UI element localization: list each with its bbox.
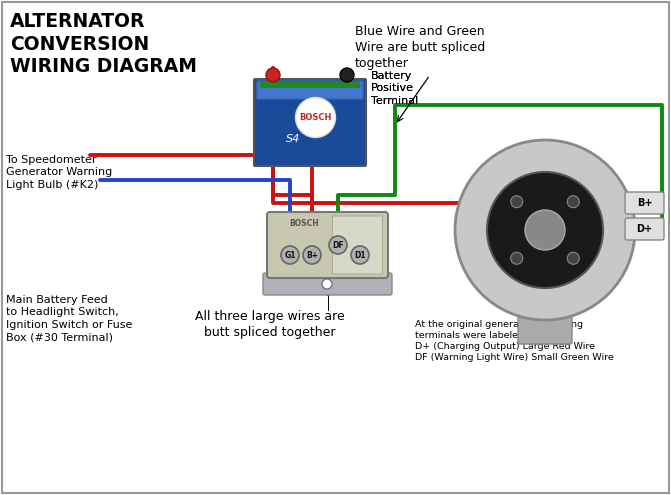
Circle shape — [281, 246, 299, 264]
Circle shape — [455, 140, 635, 320]
Text: S4: S4 — [287, 135, 301, 145]
Text: Battery
Positive
Terminal: Battery Positive Terminal — [371, 71, 418, 106]
Circle shape — [511, 196, 523, 208]
Text: B+: B+ — [637, 198, 652, 208]
Bar — [260, 81, 360, 88]
Text: All three large wires are
butt spliced together: All three large wires are butt spliced t… — [195, 310, 345, 339]
Text: At the original generator the wiring
terminals were labeled:
D+ (Charging Output: At the original generator the wiring ter… — [415, 320, 614, 362]
Circle shape — [567, 252, 579, 264]
Circle shape — [567, 196, 579, 208]
Circle shape — [329, 236, 347, 254]
Text: B+: B+ — [306, 250, 318, 259]
FancyBboxPatch shape — [625, 192, 664, 214]
Text: Main Battery Feed
to Headlight Switch,
Ignition Switch or Fuse
Box (#30 Terminal: Main Battery Feed to Headlight Switch, I… — [6, 295, 132, 342]
Text: D1: D1 — [354, 250, 366, 259]
FancyBboxPatch shape — [254, 79, 366, 166]
Circle shape — [525, 210, 565, 250]
Text: BOSCH: BOSCH — [290, 218, 319, 228]
Circle shape — [266, 68, 280, 82]
Circle shape — [295, 98, 336, 138]
Circle shape — [303, 246, 321, 264]
Text: G1: G1 — [285, 250, 296, 259]
FancyBboxPatch shape — [518, 316, 572, 344]
Text: Battery
Positive
Terminal: Battery Positive Terminal — [371, 71, 418, 106]
FancyBboxPatch shape — [263, 273, 392, 295]
Text: BOSCH: BOSCH — [299, 113, 331, 122]
FancyBboxPatch shape — [257, 81, 363, 99]
FancyBboxPatch shape — [332, 216, 382, 274]
Circle shape — [511, 252, 523, 264]
Circle shape — [322, 279, 332, 289]
Text: ALTERNATOR
CONVERSION
WIRING DIAGRAM: ALTERNATOR CONVERSION WIRING DIAGRAM — [10, 12, 197, 77]
FancyBboxPatch shape — [625, 218, 664, 240]
Circle shape — [351, 246, 369, 264]
Circle shape — [340, 68, 354, 82]
Circle shape — [487, 172, 603, 288]
FancyBboxPatch shape — [267, 212, 388, 278]
Text: To Speedometer
Generator Warning
Light Bulb (#K2): To Speedometer Generator Warning Light B… — [6, 155, 112, 190]
Text: DF: DF — [332, 241, 344, 249]
Text: Blue Wire and Green
Wire are butt spliced
together: Blue Wire and Green Wire are butt splice… — [355, 25, 485, 70]
Text: D+: D+ — [636, 224, 653, 234]
